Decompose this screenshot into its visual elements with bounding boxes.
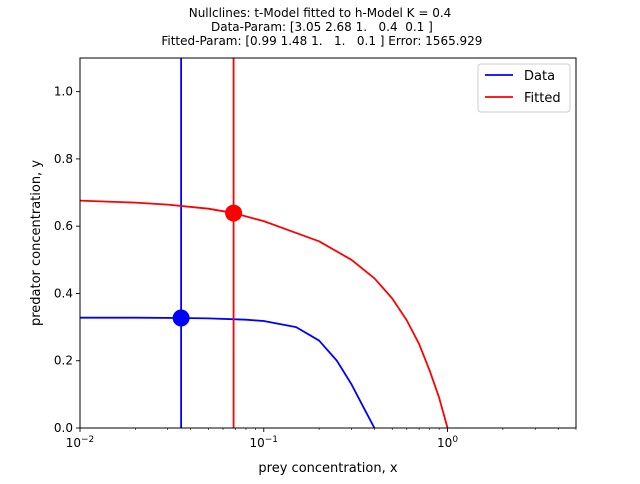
chart-title-line-3: Fitted-Param: [0.99 1.48 1. 1. 0.1 ] Err… bbox=[158, 34, 483, 48]
y-tick-label: 0.0 bbox=[54, 421, 73, 435]
plot-area-frame bbox=[79, 57, 577, 429]
curve-nullcline-fitted bbox=[80, 199, 449, 428]
y-tick-label: 0.4 bbox=[54, 286, 73, 300]
equilibrium-point-data bbox=[172, 309, 190, 327]
x-tick-label: 100 bbox=[437, 435, 458, 450]
legend-label-data: Data bbox=[524, 69, 555, 84]
x-axis-ticks: 10−2 10−1 100 bbox=[66, 428, 577, 450]
x-axis-label: prey concentration, x bbox=[258, 461, 397, 476]
plot-series-layer bbox=[80, 58, 449, 428]
legend-label-fitted: Fitted bbox=[524, 91, 561, 106]
y-axis-label: predator concentration, y bbox=[29, 160, 44, 326]
x-tick-label: 10−2 bbox=[66, 435, 95, 450]
y-tick-label: 0.2 bbox=[54, 354, 73, 368]
x-tick-label: 10−1 bbox=[249, 435, 278, 450]
y-tick-label: 0.8 bbox=[54, 152, 73, 166]
chart-legend: Data Fitted bbox=[477, 63, 571, 113]
y-tick-label: 1.0 bbox=[54, 85, 73, 99]
equilibrium-point-fitted bbox=[225, 204, 243, 222]
y-axis-ticks: 0.0 0.2 0.4 0.6 0.8 1.0 bbox=[54, 85, 80, 435]
chart-title-line-1: Nullclines: t-Model fitted to h-Model K … bbox=[189, 6, 452, 20]
chart-title-line-2: Data-Param: [3.05 2.68 1. 0.4 0.1 ] bbox=[207, 20, 433, 34]
legend-box bbox=[477, 63, 571, 113]
y-tick-label: 0.6 bbox=[54, 219, 73, 233]
